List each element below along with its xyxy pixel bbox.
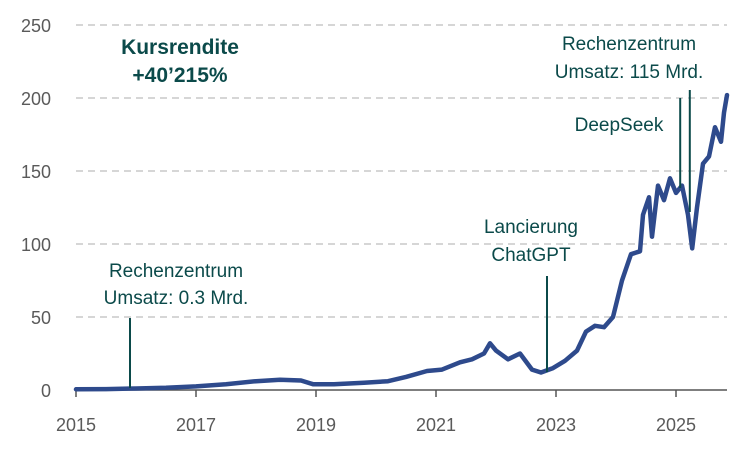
rz2025-label-line2: Umsatz: 115 Mrd. [555, 62, 704, 83]
chatgpt-label-line2: ChatGPT [491, 245, 571, 266]
rz2016-label-line1: Rechenzentrum [109, 261, 243, 282]
x-tick-label: 2019 [296, 415, 336, 435]
annotations: Kursrendite +40’215% Rechenzentrum Umsat… [104, 34, 704, 388]
x-tick-label: 2023 [536, 415, 576, 435]
rz2025-label-line1: Rechenzentrum [562, 34, 696, 55]
chatgpt-label-line1: Lancierung [484, 217, 578, 238]
series-layer [73, 92, 730, 392]
x-tick-label: 2021 [416, 415, 456, 435]
y-tick-label: 0 [41, 381, 51, 401]
y-tick-label: 250 [21, 16, 51, 36]
deepseek-label: DeepSeek [575, 115, 664, 136]
gridlines [75, 24, 727, 397]
x-tick-label: 2025 [656, 415, 696, 435]
y-tick-label: 100 [21, 235, 51, 255]
y-tick-label: 150 [21, 162, 51, 182]
headline-title: Kursrendite [121, 36, 239, 59]
x-tick-label: 2015 [56, 415, 96, 435]
series-line [73, 92, 730, 392]
tick-labels: 0 50 100 150 200 250 2015 2017 2019 2021 2023 2025 [21, 16, 696, 435]
y-tick-label: 50 [31, 308, 51, 328]
y-tick-label: 200 [21, 89, 51, 109]
rz2016-label-line2: Umsatz: 0.3 Mrd. [104, 288, 249, 309]
x-tick-label: 2017 [176, 415, 216, 435]
headline-value: +40’215% [132, 64, 227, 87]
